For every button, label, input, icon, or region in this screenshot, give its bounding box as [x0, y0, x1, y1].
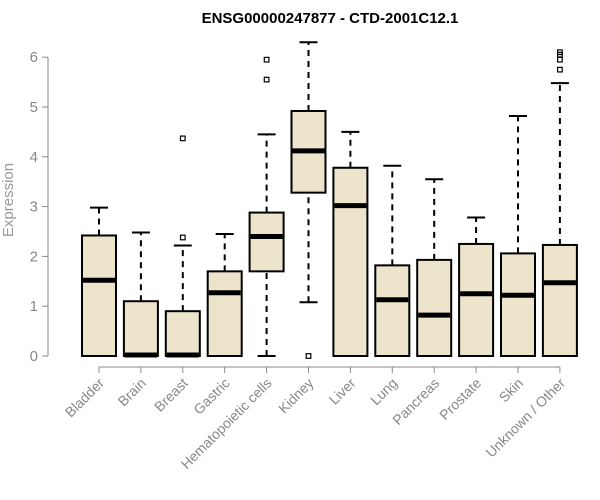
chart-title: ENSG00000247877 - CTD-2001C12.1	[202, 10, 459, 27]
box-body	[164, 310, 201, 357]
box-body	[81, 234, 117, 357]
y-tick-label: 4	[30, 149, 38, 166]
x-tick-label: Liver	[326, 375, 359, 408]
box-prostate	[458, 216, 495, 357]
box-brain	[122, 231, 159, 358]
box-pancreas	[416, 178, 453, 357]
box-body	[332, 166, 369, 357]
box-lung	[374, 164, 411, 358]
box-body	[541, 243, 578, 357]
y-tick-label: 5	[30, 99, 38, 116]
box-liver	[332, 130, 369, 357]
x-tick-label: Skin	[496, 375, 527, 406]
outlier-point	[556, 66, 563, 73]
outlier-point	[263, 56, 270, 63]
x-tick-label: Pancreas	[389, 375, 442, 428]
y-tick-label: 1	[30, 298, 38, 315]
box-body	[122, 300, 159, 357]
box-hematopoietic-cells	[248, 56, 285, 357]
x-tick-label: Prostate	[436, 375, 484, 423]
x-tick-label: Unknown / Other	[482, 375, 568, 461]
box-breast	[164, 135, 201, 358]
outlier-point	[179, 234, 186, 241]
y-tick-label: 3	[30, 199, 38, 216]
box-gastric	[206, 232, 243, 357]
box-body	[458, 242, 495, 357]
outlier-point	[556, 56, 563, 63]
box-bladder	[81, 206, 117, 357]
x-tick-label: Bladder	[62, 375, 108, 421]
outlier-point	[179, 135, 186, 142]
boxes-group	[81, 41, 578, 359]
x-tick-label: Lung	[367, 375, 400, 408]
x-tick-label: Kidney	[275, 375, 317, 417]
box-body	[206, 270, 243, 357]
box-body	[248, 211, 285, 273]
outlier-point	[263, 76, 270, 83]
y-tick-label: 6	[30, 49, 38, 66]
box-body	[500, 252, 536, 357]
y-tick-label: 2	[30, 248, 38, 265]
box-unknown-other	[541, 49, 578, 357]
box-body	[374, 264, 411, 358]
y-axis-label: Expression	[0, 163, 17, 237]
box-body	[416, 258, 453, 357]
outlier-point	[556, 49, 563, 56]
x-tick-label: Brain	[115, 375, 149, 409]
box-kidney	[290, 41, 327, 359]
y-axis: 0 1 2 3 4 5 6	[30, 49, 49, 365]
box-skin	[500, 114, 536, 357]
outlier-point	[305, 353, 312, 359]
y-tick-label: 0	[30, 348, 38, 365]
x-tick-label: Breast	[151, 375, 191, 415]
